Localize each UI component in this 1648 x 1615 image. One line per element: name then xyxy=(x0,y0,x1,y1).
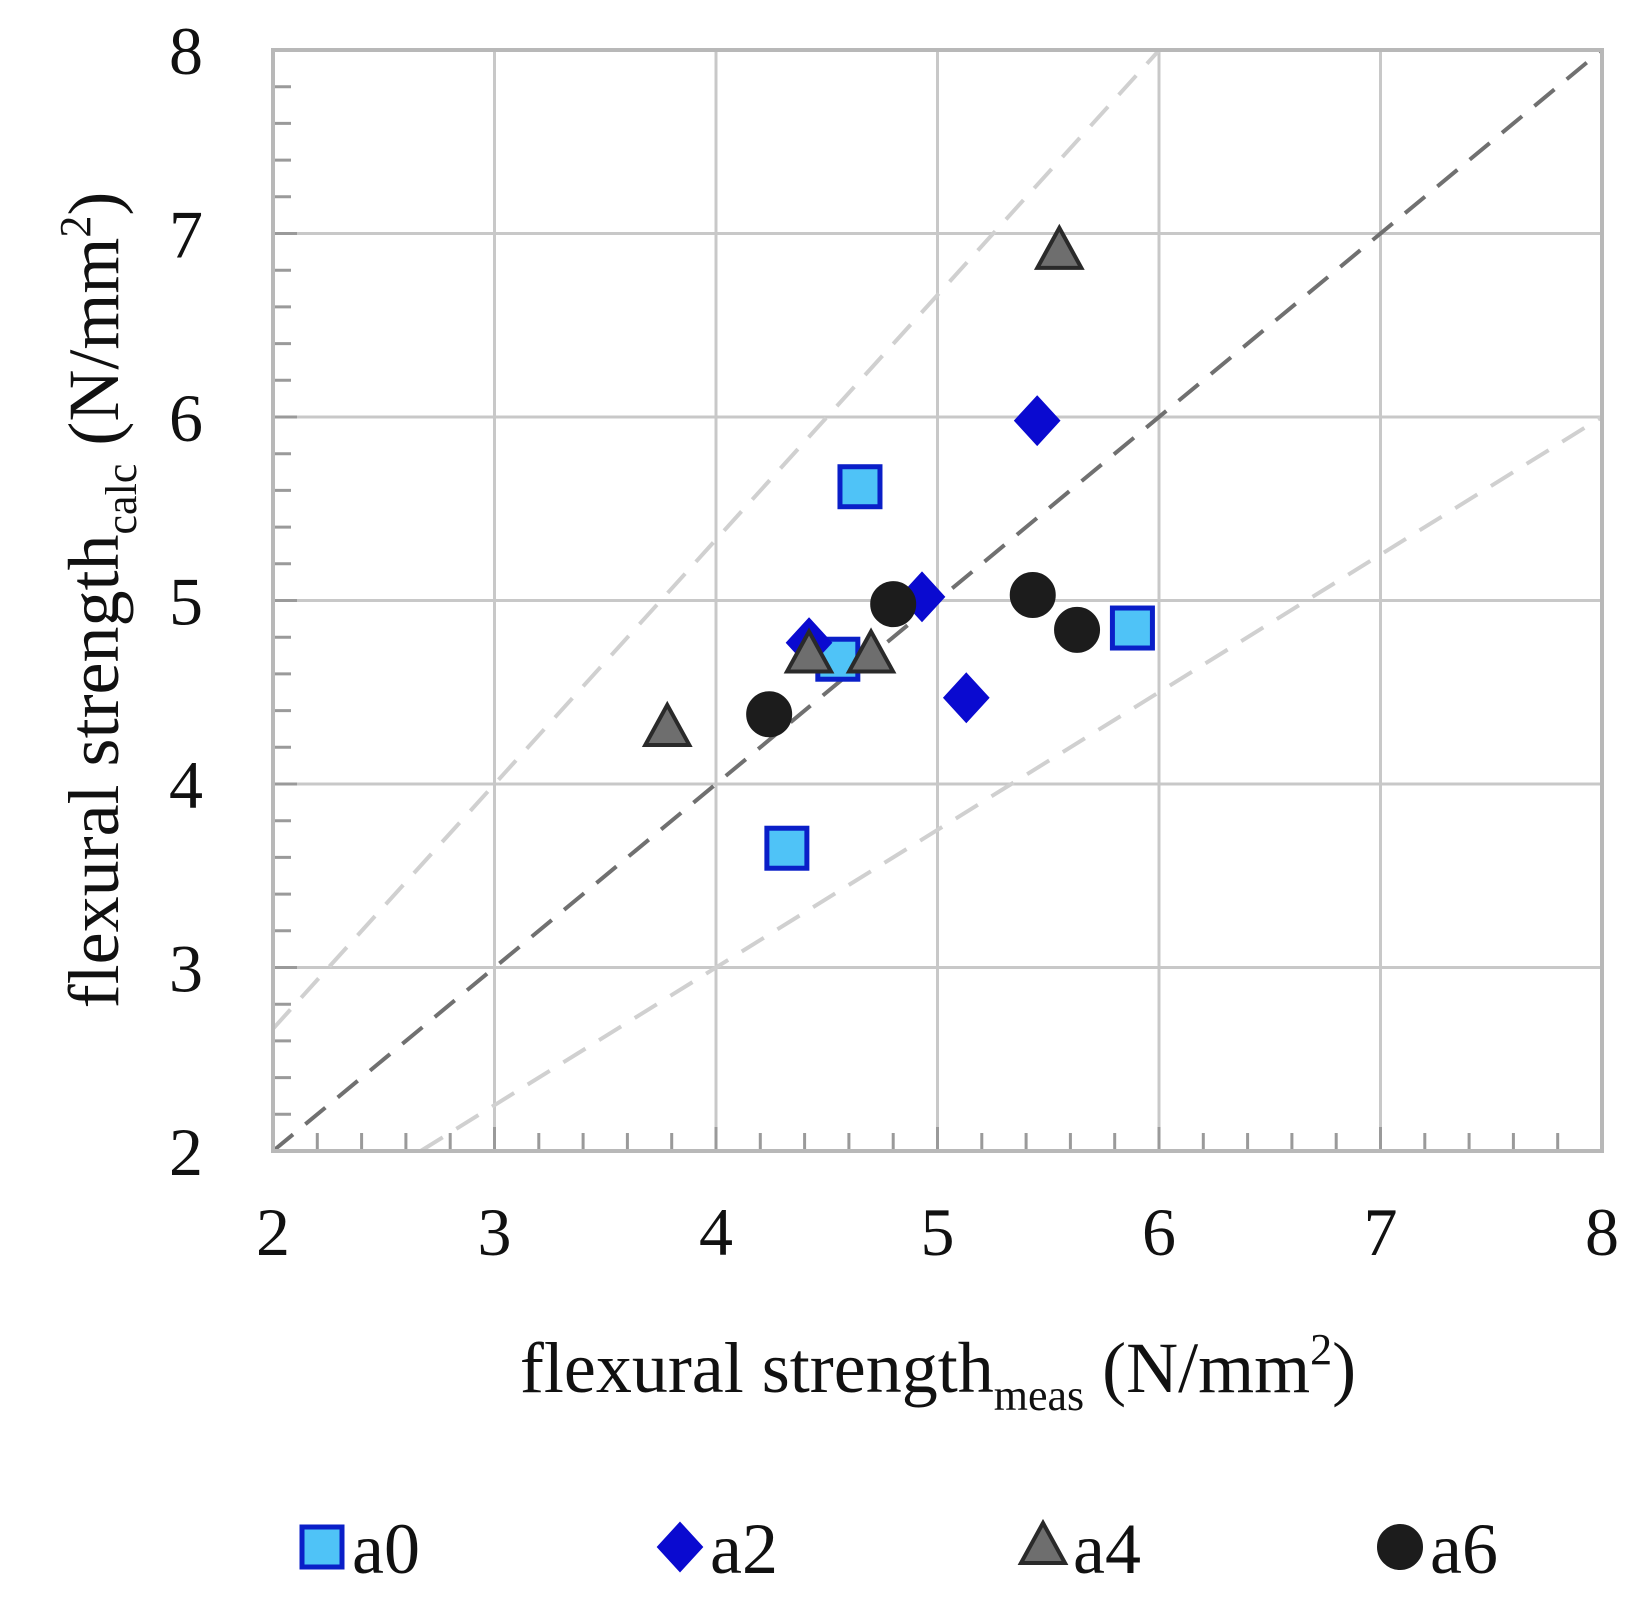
x-axis-title-base: flexural strength xyxy=(520,1328,994,1408)
plot-frame xyxy=(271,48,1604,1153)
legend-label-a0: a0 xyxy=(352,1509,420,1589)
legend: a0 a2 a4 a6 xyxy=(299,1509,1498,1589)
a2-point-1 xyxy=(1013,395,1061,447)
y-tick-label-3: 3 xyxy=(169,931,203,1007)
minor-ticks-layer xyxy=(271,48,1604,1153)
x-tick-label-3: 3 xyxy=(478,1194,512,1270)
a6-point-2 xyxy=(1009,571,1056,618)
points-layer xyxy=(641,223,1155,871)
y-axis-title-unit: (N/mm xyxy=(54,238,134,464)
x-tick-label-5: 5 xyxy=(921,1194,955,1270)
y-tick-label-4: 4 xyxy=(169,747,203,823)
y-axis-title: flexural strengthcalc (N/mm2) xyxy=(51,192,146,1009)
x-tick-labels: 2 3 4 5 6 7 8 xyxy=(256,1194,1619,1270)
reference-line-lower-bound xyxy=(419,415,1604,1153)
y-tick-label-2: 2 xyxy=(169,1114,203,1190)
y-tick-label-6: 6 xyxy=(169,380,203,456)
legend-marker-a4 xyxy=(1017,1518,1069,1565)
x-axis-title-close: ) xyxy=(1332,1328,1356,1408)
y-axis-title-sub: calc xyxy=(97,464,146,535)
y-axis-title-base: flexural strength xyxy=(54,534,134,1008)
a4-point-1 xyxy=(1033,223,1085,270)
x-axis-title: flexural strengthmeas (N/mm2) xyxy=(520,1325,1356,1420)
y-tick-label-8: 8 xyxy=(169,13,203,89)
x-axis-title-sup: 2 xyxy=(1310,1325,1332,1374)
x-tick-label-7: 7 xyxy=(1364,1194,1398,1270)
x-tick-label-2: 2 xyxy=(256,1194,290,1270)
a2-point-4 xyxy=(942,672,990,724)
legend-label-a2: a2 xyxy=(710,1509,778,1589)
y-axis-title-sup: 2 xyxy=(51,216,100,238)
x-axis-title-sub: meas xyxy=(994,1371,1084,1420)
y-axis-title-close: ) xyxy=(54,192,134,216)
y-tick-label-7: 7 xyxy=(169,197,203,273)
x-axis-title-unit: (N/mm xyxy=(1084,1328,1310,1408)
a4-point-2 xyxy=(783,627,835,674)
a6-point-3 xyxy=(1054,606,1101,653)
a0-point-4 xyxy=(1109,605,1155,651)
x-tick-label-8: 8 xyxy=(1585,1194,1619,1270)
reference-line-upper-bound xyxy=(271,48,1161,1031)
legend-marker-a2 xyxy=(656,1521,704,1573)
legend-label-a6: a6 xyxy=(1430,1509,1498,1589)
a6-point-4 xyxy=(746,691,793,738)
legend-label-a4: a4 xyxy=(1073,1509,1141,1589)
x-tick-label-4: 4 xyxy=(699,1194,733,1270)
y-tick-labels: 2 3 4 5 6 7 8 xyxy=(169,13,203,1190)
legend-marker-a0 xyxy=(299,1524,345,1570)
a6-point-1 xyxy=(870,581,917,628)
a4-point-4 xyxy=(641,700,693,747)
y-tick-label-5: 5 xyxy=(169,564,203,640)
x-tick-label-6: 6 xyxy=(1142,1194,1176,1270)
a0-point-3 xyxy=(764,825,810,871)
a4-point-3 xyxy=(845,627,897,674)
a0-point-1 xyxy=(837,464,883,510)
legend-marker-a6 xyxy=(1377,1524,1423,1570)
